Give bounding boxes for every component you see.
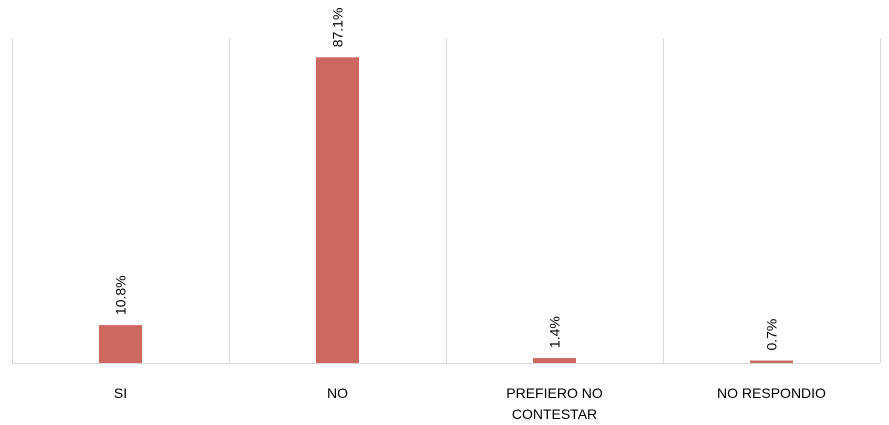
bar-3 (750, 360, 793, 363)
bar-0 (99, 325, 142, 363)
category-label-2-line-1: CONTESTAR (512, 406, 597, 422)
category-label-2-line-0: PREFIERO NO (506, 385, 603, 401)
category-label-3: NO RESPONDIO (717, 385, 826, 401)
data-label-0: 10.8% (113, 275, 129, 315)
bar-1 (316, 57, 359, 364)
category-label-0: SI (114, 385, 127, 401)
data-label-1: 87.1% (330, 8, 346, 48)
data-label-2: 1.4% (547, 316, 563, 348)
data-label-3: 0.7% (764, 319, 780, 351)
bar-2 (533, 358, 576, 363)
category-label-1: NO (327, 385, 348, 401)
